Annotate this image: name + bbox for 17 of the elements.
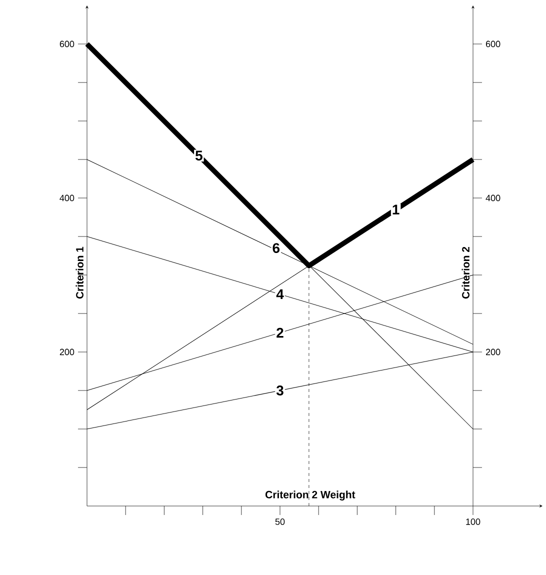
annotation: 1 (392, 204, 400, 214)
y-tick-label: 400 (60, 194, 74, 202)
y2-axis-title: Criterion 2 (462, 246, 470, 299)
annotation: 6 (272, 243, 280, 254)
x-tick-label: 50 (275, 518, 285, 525)
y2-tick-label: 200 (486, 348, 500, 356)
x-axis-title: Criterion 2 Weight (266, 490, 356, 500)
annotation: 5 (195, 150, 202, 161)
annotation: 2 (276, 328, 284, 338)
x-tick-label: 100 (466, 518, 480, 525)
y2-tick-label: 600 (486, 40, 500, 48)
annotation: 3 (276, 386, 284, 396)
y2-tick-label: 400 (486, 194, 500, 202)
y-tick-label: 600 (60, 40, 74, 48)
y-tick-label: 200 (60, 348, 74, 356)
annotation: 4 (276, 289, 284, 300)
y-axis-title: Criterion 1 (76, 246, 84, 299)
